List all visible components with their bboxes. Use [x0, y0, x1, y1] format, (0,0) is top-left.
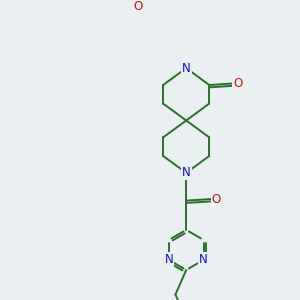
Text: O: O	[233, 77, 242, 90]
Text: N: N	[182, 167, 190, 179]
Text: N: N	[164, 254, 173, 266]
Text: O: O	[212, 193, 221, 206]
Text: N: N	[199, 254, 208, 266]
Text: O: O	[134, 0, 143, 13]
Text: N: N	[182, 61, 190, 75]
